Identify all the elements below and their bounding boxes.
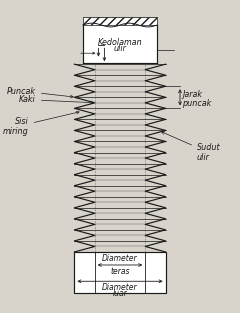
Text: Sudut
ulir: Sudut ulir	[162, 132, 220, 162]
Text: ulir: ulir	[114, 44, 126, 53]
Bar	[83, 25, 157, 63]
Text: Kaki: Kaki	[19, 95, 94, 104]
Text: Diameter: Diameter	[102, 283, 138, 292]
Text: Jarak: Jarak	[182, 90, 202, 99]
Text: Sisi
miring: Sisi miring	[3, 111, 79, 136]
Text: Puncak: Puncak	[7, 87, 73, 98]
Text: Diameter: Diameter	[102, 254, 138, 264]
Text: puncak: puncak	[182, 99, 212, 108]
Bar	[83, 17, 157, 25]
Bar	[74, 252, 166, 293]
Text: teras: teras	[110, 267, 130, 275]
Text: Kedolaman: Kedolaman	[98, 38, 142, 47]
Text: luar: luar	[113, 289, 127, 298]
